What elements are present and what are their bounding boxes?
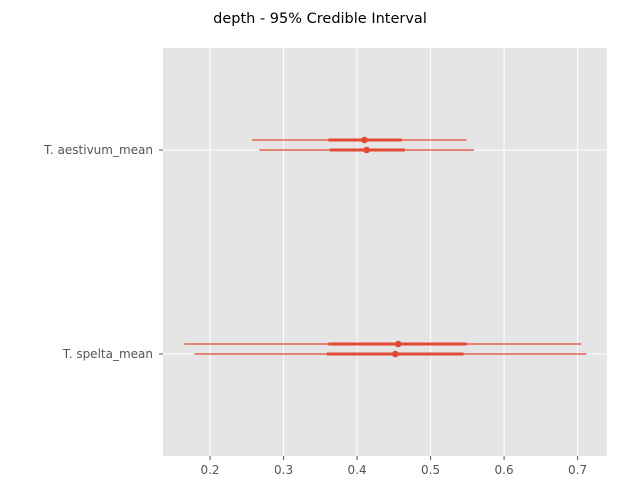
x-axis: 0.2 0.3 0.4 0.5 0.6 0.7 (200, 456, 587, 477)
x-tick-label: 0.6 (495, 463, 514, 477)
x-tick-label: 0.5 (421, 463, 440, 477)
y-axis: T. aestivum_mean T. spelta_mean (43, 143, 163, 361)
interval-marks (184, 136, 587, 358)
x-tick-label: 0.4 (348, 463, 367, 477)
y-category-label: T. spelta_mean (62, 347, 153, 361)
plot-area (163, 48, 607, 456)
mean-point (394, 340, 402, 348)
y-category-label: T. aestivum_mean (43, 143, 153, 157)
x-tick-label: 0.7 (568, 463, 587, 477)
mean-point (361, 136, 368, 144)
mean-point (391, 350, 399, 358)
mean-point (363, 146, 370, 154)
x-tick-label: 0.2 (200, 463, 219, 477)
x-tick-label: 0.3 (274, 463, 293, 477)
chart-title: depth - 95% Credible Interval (213, 11, 427, 27)
